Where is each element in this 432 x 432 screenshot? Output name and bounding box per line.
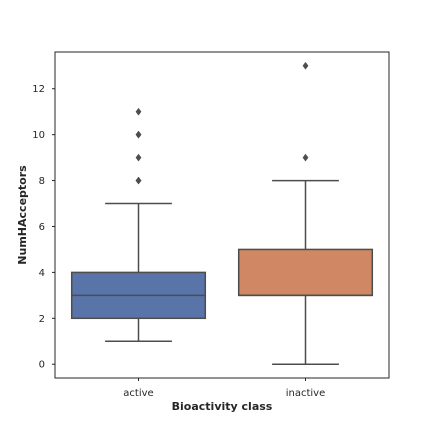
plot-area-frame — [54, 51, 390, 379]
y-ticks-layer: 0 2 4 6 8 10 12 — [32, 84, 55, 371]
outlier-point — [302, 61, 309, 70]
x-tick-label: inactive — [286, 388, 326, 399]
x-tick-label: active — [123, 388, 153, 399]
outlier-point — [302, 153, 309, 162]
y-tick-label: 0 — [39, 360, 45, 371]
iqr-box — [237, 248, 374, 297]
y-tick-label: 10 — [32, 130, 45, 141]
outlier-point — [135, 130, 142, 139]
boxes-layer — [70, 61, 374, 365]
y-tick-label: 8 — [39, 176, 45, 187]
x-axis-label: Bioactivity class — [172, 400, 273, 413]
y-tick-label: 2 — [39, 314, 45, 325]
outlier-point — [135, 153, 142, 162]
y-tick-label: 4 — [39, 268, 45, 279]
y-tick-label: 12 — [32, 84, 45, 95]
outlier-point — [135, 107, 142, 116]
box-inactive — [237, 61, 374, 365]
box-active — [70, 107, 207, 343]
y-tick-label: 6 — [39, 222, 45, 233]
x-ticks-layer: active inactive — [123, 378, 325, 399]
y-axis-label: NumHAcceptors — [16, 165, 29, 265]
outlier-point — [135, 176, 142, 185]
